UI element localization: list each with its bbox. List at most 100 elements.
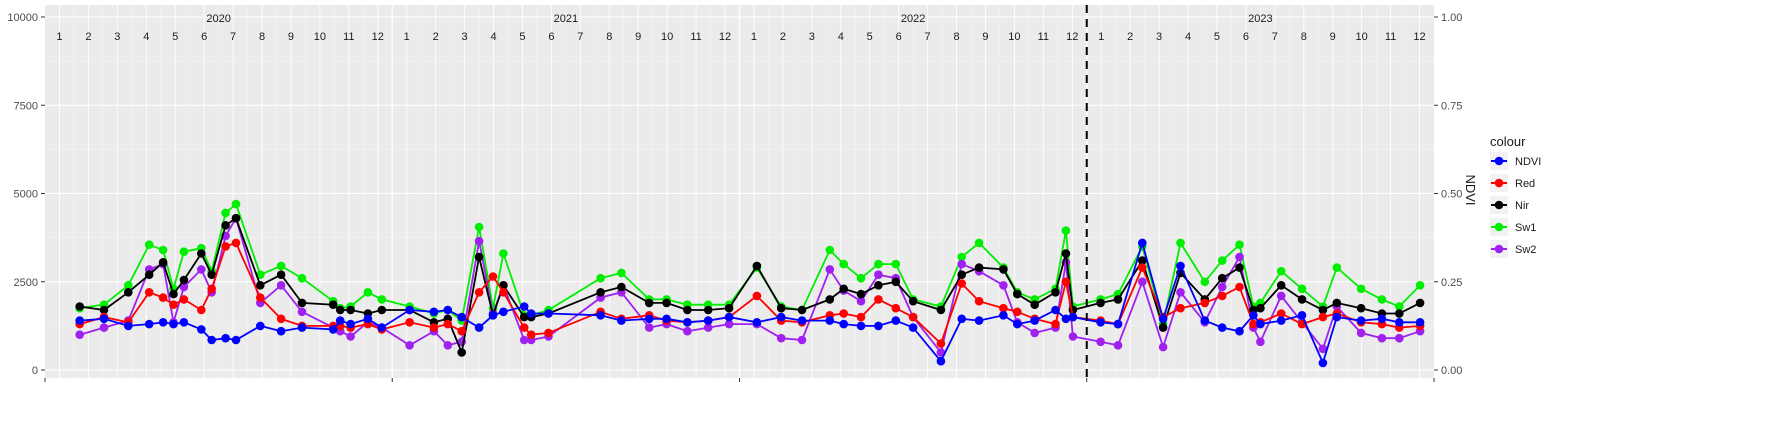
data-point-nir	[617, 282, 626, 292]
data-point-red	[169, 300, 178, 310]
year-label: 2022	[901, 13, 925, 25]
data-point-sw2	[1176, 288, 1185, 297]
data-point-ndvi	[75, 316, 84, 325]
data-point-sw1	[1276, 266, 1286, 276]
data-point-nir	[776, 303, 786, 313]
data-point-sw1	[1235, 240, 1244, 249]
data-point-nir	[797, 305, 807, 315]
data-point-sw1	[1297, 284, 1307, 294]
data-point-ndvi	[1217, 323, 1227, 332]
data-point-nir	[1051, 288, 1060, 297]
data-point-ndvi	[776, 312, 786, 322]
data-point-nir	[231, 213, 241, 223]
data-point-ndvi	[124, 321, 133, 331]
legend-key-point	[1494, 200, 1504, 210]
data-point-nir	[957, 270, 966, 280]
month-label: 5	[1214, 31, 1220, 43]
data-point-ndvi	[683, 318, 692, 327]
data-point-sw2	[683, 326, 692, 336]
month-label: 5	[172, 31, 178, 43]
data-point-sw2	[1256, 337, 1265, 347]
series-layer	[75, 199, 1425, 368]
data-point-nir	[276, 270, 286, 280]
data-point-sw2	[1217, 282, 1227, 292]
data-point-sw1	[1061, 226, 1071, 235]
data-point-sw2	[999, 281, 1008, 290]
y2-tick-label: 0.25	[1441, 277, 1462, 289]
data-point-nir	[752, 261, 762, 271]
data-point-sw2	[405, 341, 414, 350]
data-point-sw2	[197, 265, 206, 274]
data-point-red	[974, 296, 984, 306]
data-point-red	[519, 323, 529, 332]
data-point-sw2	[1377, 333, 1387, 343]
data-point-nir	[169, 289, 178, 299]
data-point-nir	[856, 289, 866, 299]
data-point-nir	[839, 284, 848, 294]
month-label: 7	[1272, 31, 1278, 43]
data-point-red	[999, 303, 1008, 313]
data-point-nir	[197, 249, 206, 258]
data-point-ndvi	[1318, 358, 1328, 368]
legend-key-point	[1494, 156, 1504, 166]
data-point-red	[1276, 309, 1286, 318]
data-point-nir	[596, 288, 605, 297]
data-point-ndvi	[1249, 311, 1258, 320]
data-point-sw2	[825, 265, 835, 274]
data-point-nir	[1276, 281, 1286, 290]
data-point-ndvi	[499, 307, 508, 317]
y-tick-label: 7500	[14, 100, 38, 112]
data-point-ndvi	[936, 356, 946, 366]
data-point-red	[255, 293, 265, 302]
data-point-nir	[221, 221, 230, 230]
month-label: 9	[1330, 31, 1336, 43]
data-point-red	[474, 288, 484, 297]
right-axis-title: NDVI	[1463, 174, 1478, 205]
data-point-nir	[891, 277, 901, 287]
data-point-ndvi	[328, 325, 338, 334]
data-point-ndvi	[488, 311, 498, 320]
month-label: 2	[1127, 31, 1133, 43]
data-point-ndvi	[474, 323, 484, 332]
month-label: 3	[462, 31, 468, 43]
data-point-ndvi	[519, 302, 529, 311]
data-point-sw2	[936, 348, 946, 357]
data-point-red	[405, 318, 414, 327]
data-point-nir	[255, 281, 265, 290]
data-point-ndvi	[158, 318, 168, 327]
data-point-ndvi	[207, 335, 216, 345]
data-point-sw1	[377, 295, 387, 304]
month-label: 6	[1243, 31, 1249, 43]
data-point-red	[856, 312, 866, 322]
data-point-nir	[377, 305, 387, 315]
data-point-sw1	[1395, 302, 1404, 311]
data-point-red	[443, 319, 453, 329]
year-label: 2020	[206, 13, 230, 25]
data-point-ndvi	[752, 318, 762, 327]
legend-label: NDVI	[1515, 156, 1541, 168]
data-point-ndvi	[596, 311, 605, 320]
month-label: 4	[1185, 31, 1191, 43]
data-point-nir	[124, 288, 133, 297]
data-point-nir	[644, 298, 654, 308]
data-point-sw2	[1030, 328, 1039, 338]
y2-tick-label: 0.75	[1441, 100, 1462, 112]
month-label: 11	[1038, 31, 1049, 43]
data-point-ndvi	[335, 316, 345, 325]
data-point-red	[231, 238, 241, 248]
data-point-red	[197, 305, 206, 315]
data-point-sw2	[443, 341, 453, 350]
data-point-red	[874, 295, 883, 304]
data-point-sw2	[1356, 328, 1366, 338]
data-point-ndvi	[99, 314, 109, 324]
month-label: 3	[809, 31, 815, 43]
data-point-ndvi	[197, 325, 206, 334]
data-point-nir	[974, 263, 984, 272]
data-point-red	[1235, 282, 1244, 292]
year-label: 2021	[554, 13, 578, 25]
data-point-ndvi	[1096, 318, 1105, 327]
data-point-ndvi	[1013, 319, 1022, 329]
data-point-ndvi	[1356, 316, 1366, 325]
data-point-nir	[1061, 249, 1071, 258]
